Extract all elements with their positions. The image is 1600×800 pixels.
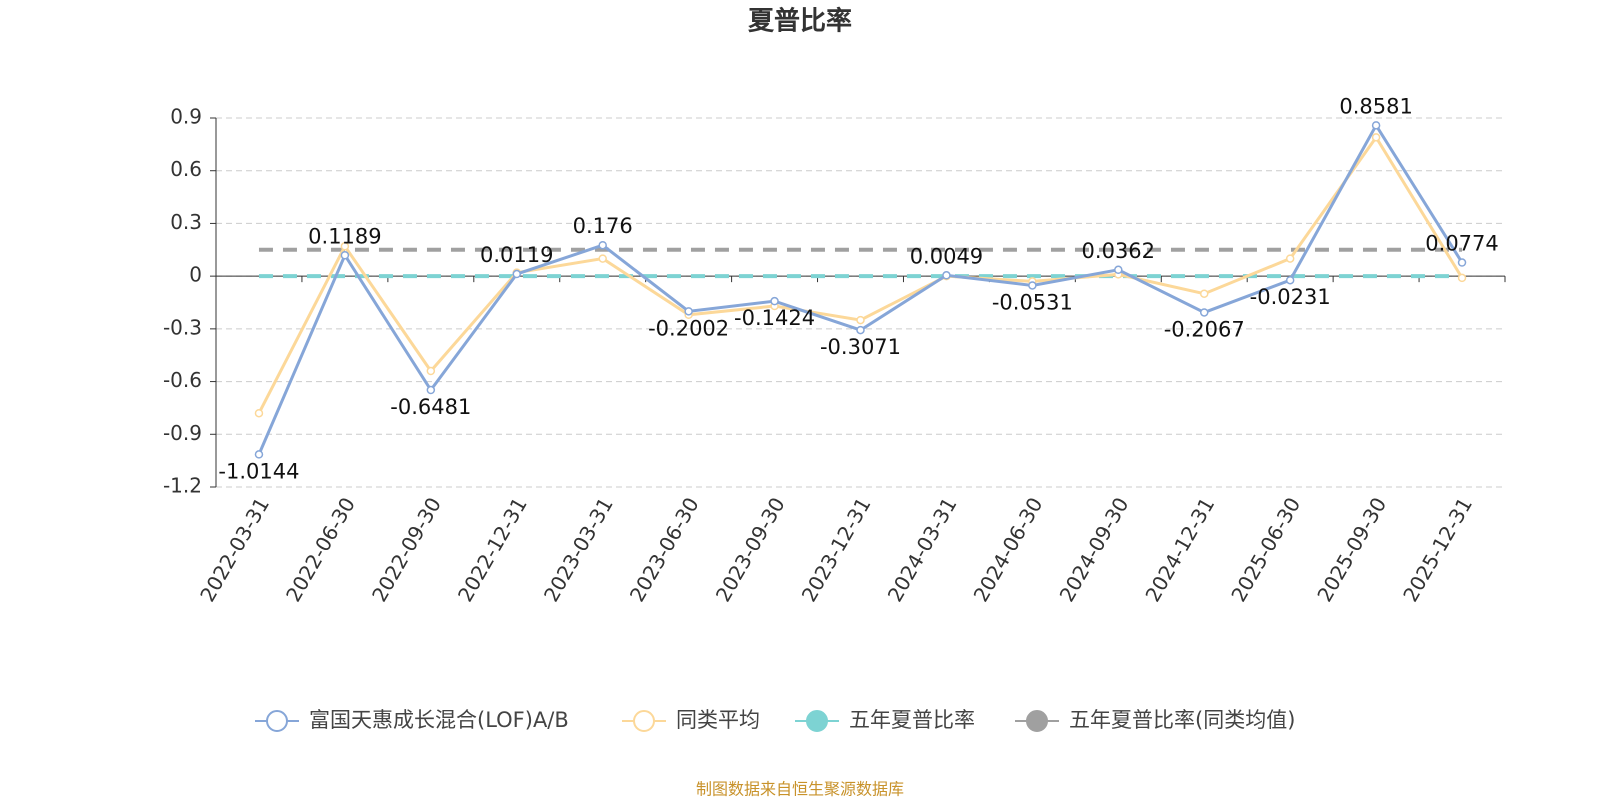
data-label: -0.3071 — [820, 335, 901, 359]
y-tick-label: 0.6 — [170, 157, 202, 181]
legend-marker — [633, 710, 655, 732]
x-tick-label: 2025-09-30 — [1312, 493, 1391, 606]
point — [426, 366, 436, 376]
legend-label: 五年夏普比率(同类均值) — [1069, 708, 1295, 732]
point — [340, 251, 350, 260]
legend-label: 五年夏普比率 — [849, 708, 975, 732]
point — [1285, 275, 1295, 285]
legend-marker — [806, 710, 828, 732]
point — [770, 296, 779, 306]
legend-label: 同类平均 — [676, 708, 760, 732]
x-tick-label: 2024-06-30 — [969, 493, 1048, 606]
y-tick-label: -0.3 — [163, 315, 202, 339]
legend-marker — [1026, 710, 1048, 732]
data-label: -0.1424 — [734, 306, 815, 330]
point — [942, 271, 951, 280]
source-note: 制图数据来自恒生聚源数据库 — [696, 780, 904, 799]
point — [1371, 133, 1381, 142]
x-tick-label: 2023-12-31 — [797, 493, 876, 606]
point — [1457, 273, 1467, 283]
point — [254, 408, 264, 418]
y-tick-label: 0.9 — [170, 105, 202, 129]
x-tick-label: 2025-06-30 — [1226, 493, 1305, 606]
x-tick-label: 2023-03-31 — [539, 493, 618, 606]
data-label: 0.0119 — [480, 243, 553, 267]
data-label: -1.0144 — [218, 459, 299, 483]
data-label: -0.2067 — [1164, 317, 1245, 341]
point — [340, 242, 350, 251]
point — [512, 269, 522, 279]
x-tick-label: 2022-03-31 — [195, 493, 274, 606]
data-label: -0.2002 — [648, 316, 729, 340]
point — [254, 450, 264, 459]
x-tick-label: 2022-06-30 — [281, 493, 360, 606]
legend-label: 富国天惠成长混合(LOF)A/B — [309, 708, 569, 732]
y-tick-label: 0.3 — [170, 210, 202, 234]
point — [1114, 265, 1123, 275]
y-tick-label: -0.9 — [163, 421, 202, 445]
x-tick-label: 2024-09-30 — [1054, 493, 1133, 606]
x-tick-label: 2024-12-31 — [1140, 493, 1219, 606]
data-label: 0.8581 — [1339, 94, 1412, 118]
point — [1199, 308, 1209, 317]
x-tick-label: 2023-06-30 — [625, 493, 704, 606]
legend-marker — [266, 710, 288, 732]
point — [1199, 289, 1209, 298]
point — [598, 254, 607, 263]
point — [1285, 254, 1295, 263]
point — [1028, 281, 1037, 290]
y-tick-label: 0 — [189, 263, 202, 287]
point — [684, 307, 693, 316]
data-label: 0.0049 — [910, 244, 983, 268]
data-label: -0.6481 — [390, 395, 471, 419]
point — [856, 315, 865, 325]
y-tick-label: -0.6 — [163, 368, 202, 392]
point — [598, 240, 607, 250]
data-label: 0.0774 — [1425, 232, 1498, 256]
point — [1457, 258, 1467, 267]
data-label: 0.176 — [573, 214, 633, 238]
data-label: -0.0231 — [1250, 285, 1331, 309]
data-label: -0.0531 — [992, 290, 1073, 314]
point — [1371, 121, 1381, 130]
x-tick-label: 2022-12-31 — [453, 493, 532, 606]
x-tick-label: 2022-09-30 — [367, 493, 446, 606]
x-tick-label: 2024-03-31 — [883, 493, 962, 606]
x-tick-label: 2025-12-31 — [1398, 493, 1477, 606]
point — [856, 325, 865, 335]
x-tick-label: 2023-09-30 — [711, 493, 790, 606]
data-label: 0.0362 — [1082, 239, 1155, 263]
data-label: 0.1189 — [308, 224, 381, 248]
chart-title: 夏普比率 — [748, 6, 852, 37]
point — [426, 385, 436, 395]
y-tick-label: -1.2 — [163, 474, 202, 498]
